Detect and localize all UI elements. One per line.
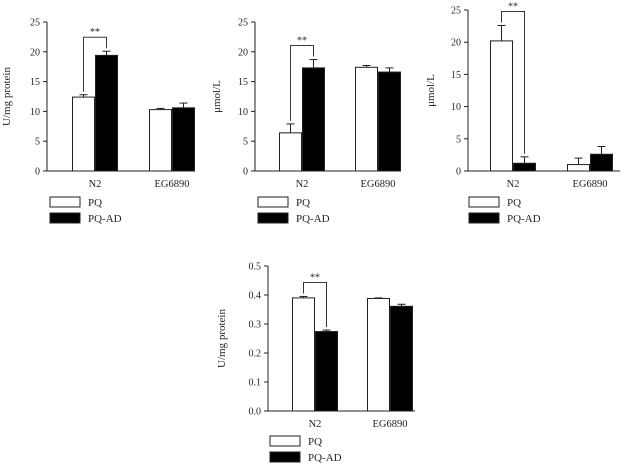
y-tick-label: 5	[456, 134, 461, 145]
chart-panel-c: 0 5 10 15 20 25 μmol/L N2 EG6890 ** PQ PQ-AD	[425, 1, 620, 225]
x-tick-label: N2	[507, 179, 520, 190]
y-tick-label: 15	[238, 77, 248, 88]
y-tick-label: 5	[35, 137, 40, 148]
bar-pq-n2	[490, 40, 513, 172]
y-tick-label: 25	[238, 18, 248, 29]
significance-bracket	[501, 11, 525, 154]
x-tick-label: N2	[296, 179, 309, 190]
y-tick-label: 0	[35, 167, 40, 178]
bar-pq-eg6890	[355, 66, 378, 172]
y-axis-label: U/mg protein	[1, 67, 13, 126]
legend-label: PQ	[296, 197, 310, 209]
legend-swatch-pq-ad	[257, 212, 289, 224]
significance-label: **	[297, 36, 307, 47]
legend-label: PQ-AD	[507, 213, 541, 225]
significance-bracket	[290, 45, 314, 121]
y-tick-label: 15	[451, 70, 461, 81]
y-tick-label: 0.4	[249, 291, 262, 302]
legend-label: PQ-AD	[296, 213, 330, 225]
y-tick-label: 0	[456, 167, 461, 178]
x-tick-label: EG6890	[155, 179, 190, 190]
significance-label: **	[90, 27, 100, 38]
y-tick-label: 0.3	[249, 320, 262, 331]
legend-swatch-pq	[257, 196, 289, 208]
bar-pq-eg6890	[149, 109, 172, 172]
legend-swatch-pq	[468, 196, 500, 208]
bar-pq-ad-eg6890	[378, 71, 401, 172]
x-tick-label: N2	[89, 179, 102, 190]
legend-label: PQ	[308, 436, 322, 448]
chart-panel-a: 0 5 10 15 20 25 U/mg protein N2 EG6890 ** PQ PQ-AD	[1, 18, 195, 225]
significance-label: **	[508, 1, 518, 12]
y-tick-label: 25	[30, 18, 40, 29]
bar-pq-eg6890	[367, 297, 390, 412]
y-tick-label: 10	[238, 107, 248, 118]
y-tick-label: 0	[243, 167, 248, 178]
chart-panel-b: 0 5 10 15 20 25 μmol/L N2 EG6890 ** PQ PQ-AD	[211, 18, 401, 225]
bar-pq-ad-eg6890	[172, 107, 195, 172]
y-tick-label: 20	[238, 47, 248, 58]
legend-label: PQ	[507, 197, 521, 209]
y-tick-label: 0.0	[249, 407, 262, 418]
legend-swatch-pq-ad	[468, 212, 500, 224]
significance-bracket	[83, 36, 107, 92]
y-tick-label: 10	[451, 102, 461, 113]
legend-swatch-pq	[49, 196, 81, 208]
bar-pq-n2	[292, 297, 315, 412]
legend-swatch-pq-ad	[49, 212, 81, 224]
bar-pq-n2	[72, 96, 95, 172]
x-tick-label: EG6890	[573, 179, 608, 190]
bar-pq-ad-n2	[513, 162, 536, 172]
y-axis-label: μmol/L	[211, 80, 223, 113]
y-tick-label: 20	[451, 38, 461, 49]
y-tick-label: 0.2	[249, 349, 262, 360]
bar-pq-ad-n2	[95, 54, 118, 172]
significance-label: **	[310, 272, 320, 283]
y-tick-label: 0.1	[249, 378, 262, 389]
bar-pq-n2	[279, 132, 302, 172]
bar-pq-ad-eg6890	[590, 153, 613, 172]
bar-pq-ad-n2	[302, 67, 325, 172]
legend-label: PQ	[88, 197, 102, 209]
y-axis-label: U/mg protein	[216, 309, 228, 368]
y-tick-label: 15	[30, 77, 40, 88]
significance-bracket	[303, 282, 327, 328]
y-tick-label: 0.5	[249, 262, 262, 273]
x-tick-label: N2	[309, 419, 322, 430]
x-tick-label: EG6890	[373, 419, 408, 430]
y-tick-label: 25	[451, 6, 461, 17]
legend-label: PQ-AD	[88, 213, 122, 225]
y-tick-label: 10	[30, 107, 40, 118]
legend-label: PQ-AD	[308, 452, 342, 464]
legend-swatch-pq	[269, 435, 301, 447]
y-tick-label: 20	[30, 47, 40, 58]
bar-pq-ad-n2	[315, 331, 338, 412]
bar-pq-eg6890	[567, 164, 590, 172]
y-tick-label: 5	[243, 137, 248, 148]
y-axis-label: μmol/L	[425, 74, 437, 107]
legend-swatch-pq-ad	[269, 451, 301, 463]
chart-panel-d: 0.0 0.1 0.2 0.3 0.4 0.5 U/mg protein N2 EG6890 **…	[216, 262, 415, 464]
x-tick-label: EG6890	[361, 179, 396, 190]
bar-pq-ad-eg6890	[390, 305, 413, 412]
